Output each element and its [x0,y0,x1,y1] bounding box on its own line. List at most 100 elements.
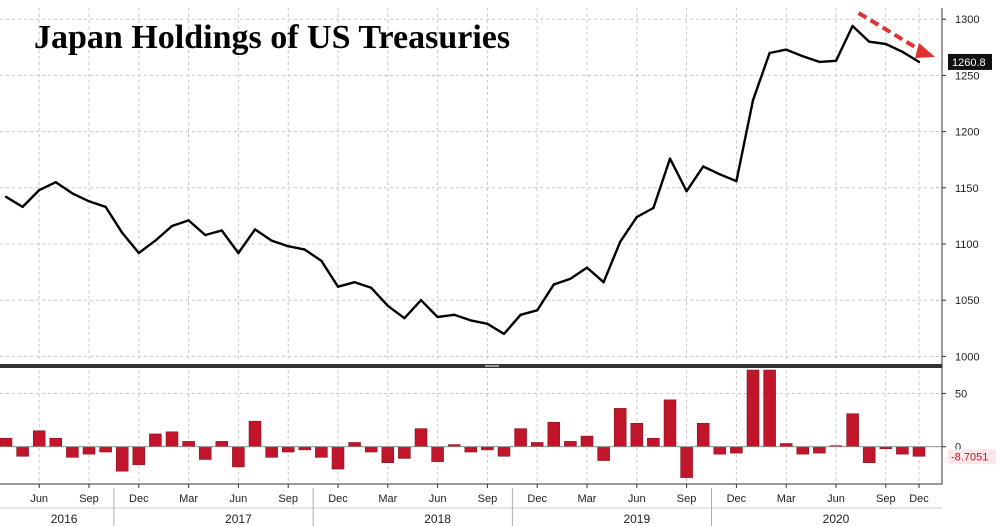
holdings-point [270,239,273,242]
holdings-point [585,266,589,269]
chart-title: Japan Holdings of US Treasuries [34,19,510,56]
xtick-label: Dec [328,493,348,505]
holdings-point [253,228,257,231]
holdings-point [685,189,688,193]
holdings-point [652,206,655,210]
holdings-point [884,42,887,46]
xtick-label: Jun [628,493,646,505]
holdings-point [353,281,356,284]
change-bar [896,446,909,455]
holdings-point [519,313,522,316]
change-bar [779,443,793,447]
holdings-point [137,251,140,255]
bar-last-value-box [948,449,996,465]
xtick-label: Jun [429,493,447,505]
ytick-label: 1100 [955,239,979,251]
xtick-label: Jun [230,493,248,505]
ytick-label: 0 [955,442,961,454]
change-bar [0,437,13,447]
holdings-point [602,281,605,284]
ytick-label: 50 [955,388,967,400]
holdings-point [104,205,107,209]
holdings-point [917,60,921,64]
change-bar [49,437,63,447]
change-bar [248,420,262,447]
change-bar [281,446,295,453]
holdings-point [4,195,8,198]
change-bar [713,446,727,455]
holdings-point [785,48,788,51]
trend-arrow-shaft [857,11,927,55]
change-bar [298,446,312,451]
holdings-point [336,285,340,288]
change-bar [663,399,677,447]
holdings-point [569,277,572,281]
ytick-label: 1050 [955,295,979,307]
xtick-label: Mar [578,493,597,505]
year-label: 2019 [623,512,650,526]
holdings-point [818,60,821,64]
holdings-point [370,286,373,290]
last-value-label: 1260.8 [952,57,986,69]
holdings-point [320,259,323,263]
change-bar [497,446,511,457]
year-label: 2018 [424,512,451,526]
change-bar [730,446,743,454]
bar-last-value-label: -8.7051 [951,451,988,463]
change-bar [66,446,79,458]
change-bar [182,441,195,447]
change-bar [696,423,710,447]
change-bar [232,446,245,468]
holdings-point [901,50,904,54]
holdings-point [536,309,539,312]
xtick-label: Sep [478,493,498,505]
holdings-point [834,59,838,63]
holdings-point [170,224,174,228]
change-bar [846,413,859,447]
holdings-point [54,180,57,184]
holdings-point [436,315,439,319]
xtick-label: Dec [129,493,149,505]
change-bar [564,441,577,447]
xtick-label: Sep [876,493,896,505]
lower-panel [0,369,942,478]
ytick-label: 1000 [955,351,979,363]
holdings-point [419,298,423,302]
change-bar [514,428,527,447]
holdings-point [502,332,506,336]
change-bar [647,437,660,447]
axes: 1000 1050 1100 1150 1200 1250 1300 1260.8 0 50 -8.… [0,8,996,526]
holdings-line [5,24,920,336]
holdings-point [204,233,207,237]
divider-grip [485,365,499,367]
xtick-label: Sep [79,493,99,505]
grid-layer [0,8,942,484]
change-bar [348,442,361,447]
holdings-point [220,229,223,232]
ytick-label: 1300 [955,14,979,26]
holdings-point [187,219,190,222]
holdings-point [87,200,91,203]
change-bar [530,442,544,447]
holdings-point [154,239,157,242]
holdings-point [403,316,406,320]
change-bar [364,446,378,453]
change-bar [862,446,876,463]
xtick-label: Sep [278,493,298,505]
holdings-point [718,173,721,176]
change-bar [82,446,96,455]
holdings-point [668,157,672,160]
change-bar [547,421,561,447]
change-bar [381,446,395,463]
change-bar [32,430,46,447]
change-bar [912,446,926,457]
ytick-label: 1250 [955,70,979,82]
xtick-label: Dec [527,493,547,505]
change-bar [16,446,29,457]
change-bar [746,369,760,447]
holdings-point [619,240,622,243]
change-bar [763,369,776,447]
holdings-point [303,248,306,251]
change-bar [580,435,594,447]
xtick-label: Mar [378,493,397,505]
